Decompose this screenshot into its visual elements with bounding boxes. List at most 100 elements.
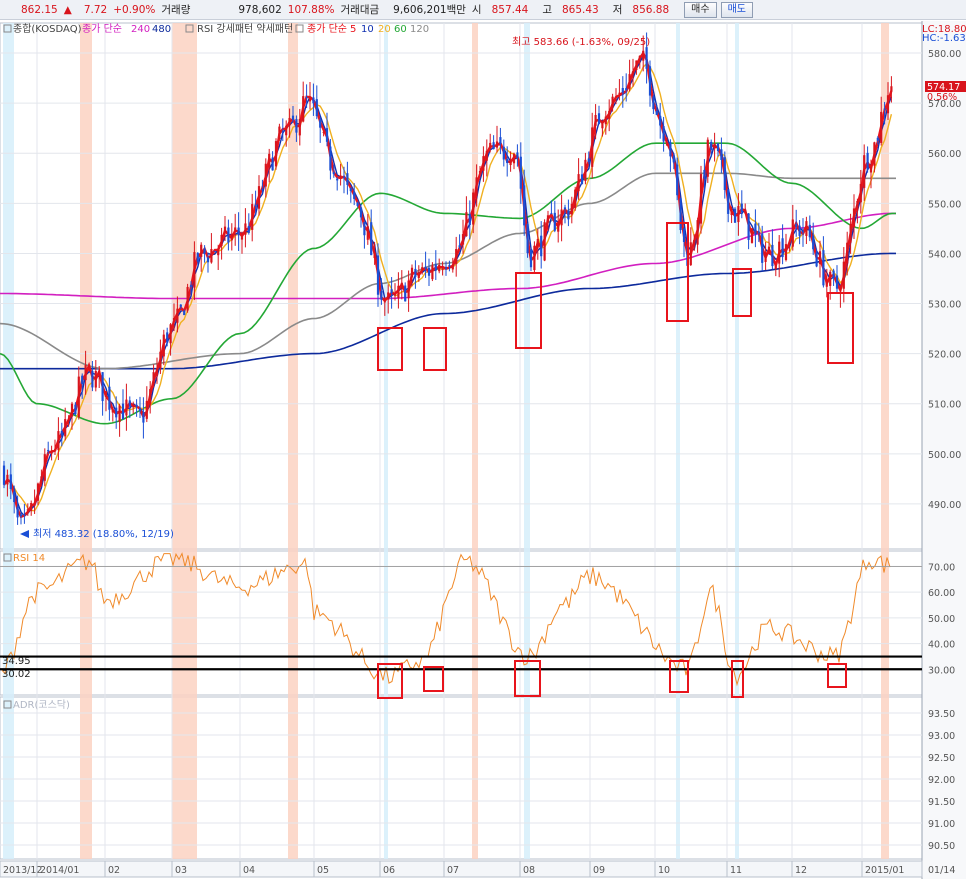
candle-body (230, 233, 233, 241)
candle-body (523, 185, 526, 226)
candle-body (390, 289, 393, 294)
candle-body (349, 188, 352, 192)
pattern-gear-icon[interactable] (185, 24, 194, 33)
candle-body (458, 245, 461, 247)
candle-body (155, 368, 159, 376)
candle-body (179, 304, 182, 307)
chart-background (0, 21, 966, 879)
candle-body (631, 71, 635, 75)
candle-body (682, 228, 686, 243)
candle-body (747, 213, 750, 240)
candle-body (268, 153, 271, 168)
candle-body (727, 189, 730, 214)
y-axis-strip (922, 21, 966, 879)
quote-change-pct: +0.90% (113, 3, 156, 16)
buy-button[interactable]: 매수 (684, 1, 717, 18)
candle-body (288, 117, 291, 126)
signal-band-4 (384, 23, 388, 859)
candle-body (145, 400, 148, 419)
signal-band-1 (80, 23, 92, 859)
candle-body (370, 222, 373, 256)
candle-body (696, 220, 699, 245)
candle-body (363, 221, 366, 236)
candle-body (424, 266, 427, 269)
candle-body (536, 238, 539, 248)
candle-body (189, 285, 193, 287)
candle-body (407, 280, 410, 299)
candle-body (805, 221, 808, 236)
last-change-text: 0.56% (927, 92, 957, 103)
last-price-tag (925, 81, 966, 92)
main-y-tick-label: 580.00 (928, 49, 961, 60)
candle-body (455, 248, 458, 265)
candle-body (196, 252, 199, 262)
adr-y-tick-label: 91.50 (928, 797, 955, 808)
candle-body (716, 143, 720, 152)
candle-body (475, 177, 478, 196)
rsi-pattern-box (423, 666, 444, 692)
rsi-gear-icon[interactable] (3, 553, 12, 562)
candle-body (557, 221, 560, 232)
ma480-line (0, 252, 896, 370)
candle-body (859, 183, 862, 203)
candle-body (880, 111, 883, 143)
candle-body (227, 227, 230, 243)
candle-body (183, 310, 186, 316)
stock-chart[interactable]: 490.00500.00510.00520.00530.00540.00550.… (0, 21, 966, 879)
candle-body (757, 231, 760, 233)
volume-pct: 107.88% (287, 3, 335, 16)
candle-body (798, 225, 801, 236)
candle-body (118, 405, 121, 423)
axes: 490.00 500.00 510.00 520.00 530.00 540.00 550.… (0, 49, 961, 878)
candle-body (19, 514, 23, 517)
candle-body (353, 191, 356, 199)
candle-body (492, 142, 495, 150)
candle-body (421, 267, 424, 271)
main-panel (0, 22, 923, 550)
candle-body (876, 137, 879, 141)
gear-icon[interactable] (3, 24, 12, 33)
high-label: 고 (542, 3, 552, 16)
candle-body (98, 372, 101, 374)
candle-body (764, 252, 767, 262)
candle-body (138, 408, 142, 412)
x-tick-label: 08 (523, 865, 535, 876)
low-arrow-icon (20, 530, 29, 538)
sell-button[interactable]: 매도 (720, 1, 753, 18)
candle-body (774, 264, 777, 269)
adr-gear-icon[interactable] (3, 700, 12, 709)
candle-body (159, 351, 162, 369)
rsi-y-tick-label: 30.00 (928, 665, 955, 676)
candle-body (669, 142, 672, 157)
candle-body (125, 399, 128, 416)
candle-body (502, 146, 505, 160)
candle-body (121, 403, 125, 420)
rsi-y-tick-label: 40.00 (928, 640, 955, 651)
candle-body (251, 204, 254, 230)
candle-body (883, 108, 886, 110)
candle-body (468, 214, 471, 225)
candle-body (665, 143, 669, 146)
signal-band-8 (735, 23, 739, 859)
x-tick-label: 03 (175, 865, 187, 876)
candle-body (23, 514, 26, 516)
candle-body (104, 391, 108, 397)
candle-body (94, 371, 97, 388)
adr-panel (0, 696, 923, 860)
candle-body (506, 158, 509, 164)
ma-gear-icon[interactable] (295, 24, 304, 33)
main-y-tick-label: 550.00 (928, 199, 961, 210)
candle-body (693, 240, 696, 246)
candle-body (587, 158, 590, 163)
candle-body (740, 203, 743, 213)
candle-body (359, 207, 363, 218)
rsi-pattern-label: RSI 강세패턴 약세패턴 (197, 23, 293, 35)
rsi-panel (0, 550, 923, 696)
low-annotation: 최저 483.32 (18.80%, 12/19) (33, 528, 174, 540)
low-value: 856.88 (632, 3, 670, 16)
lc-label: LC:18.80 (922, 24, 966, 35)
moving-average-lines (0, 51, 896, 519)
candle-body (638, 55, 641, 60)
candle-body (342, 176, 346, 178)
signal-band-6 (524, 23, 530, 859)
